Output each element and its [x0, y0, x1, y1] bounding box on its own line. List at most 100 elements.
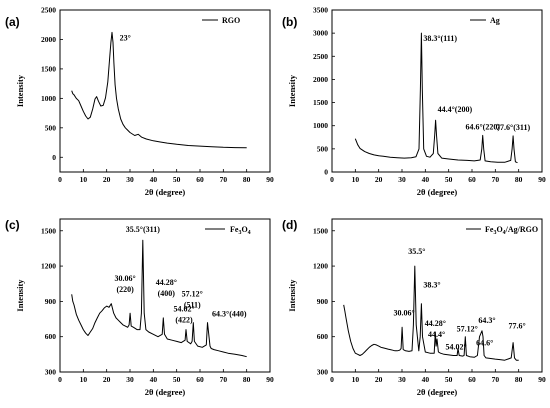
panel-b: (b) 0 10 20 30 40 50 60 70 80 90 0 500 1000 1500 2000 25…: [282, 6, 546, 198]
x-tick-label: 10: [352, 375, 360, 384]
series-line-fe3o4: [71, 239, 247, 358]
x-tick-label: 80: [515, 375, 523, 384]
y-tick-label: 3000: [313, 29, 328, 38]
panel-a: (a) 0 10 20 30 40 50 60 70 80 90 0 500 1000 1500 2000 25…: [5, 6, 274, 198]
x-tick-label: 0: [330, 375, 334, 384]
peak-annotation: 54.02°: [173, 305, 194, 314]
y-tick-label: 500: [317, 144, 329, 153]
peak-annotation: 44.28°: [425, 319, 446, 328]
plot-frame: [59, 9, 271, 173]
x-tick-label: 70: [220, 375, 228, 384]
y-tick-label: 1200: [313, 262, 328, 271]
legend-label: Ag: [490, 16, 500, 25]
x-axis-label: 2θ (degree): [417, 387, 458, 397]
peak-annotation: 44.4°(200): [438, 105, 473, 114]
x-tick-label: 0: [58, 375, 62, 384]
peak-annotation: 64.3°: [478, 316, 495, 325]
x-tick-label: 60: [196, 375, 204, 384]
x-tick-label: 20: [103, 375, 111, 384]
peak-annotation: 35.5°: [408, 247, 425, 256]
peak-annotation: 77.6°: [508, 322, 525, 331]
y-tick-label: 1500: [313, 98, 328, 107]
y-tick-label: 1000: [313, 121, 328, 130]
peak-annotation: 54.02°: [445, 342, 466, 351]
panel-letter: (c): [5, 218, 20, 232]
legend-label: Fe3O4: [230, 225, 251, 236]
x-tick-label: 40: [422, 175, 430, 184]
y-tick-label: 0: [324, 168, 328, 177]
y-tick-label: 2000: [41, 35, 56, 44]
x-tick-label: 30: [126, 175, 134, 184]
y-tick-label: 900: [45, 297, 57, 306]
x-axis-label: 2θ (degree): [145, 387, 186, 397]
peak-annotation: 23°: [120, 33, 131, 42]
legend-label: Fe3O4/Ag/RGO: [485, 225, 538, 236]
y-tick-label: 1500: [41, 64, 56, 73]
series-line-ag: [354, 32, 518, 164]
panel-letter: (a): [5, 15, 20, 29]
peak-annotation: 30.06°: [394, 308, 415, 317]
x-tick-label: 90: [266, 375, 274, 384]
x-tick-label: 10: [352, 175, 360, 184]
panel-c: (c) 0 10 20 30 40 50 60 70 80 90 300 600 900 1200 1500 2…: [5, 218, 274, 397]
peak-annotation: (422): [175, 316, 193, 325]
x-tick-label: 90: [538, 375, 546, 384]
peak-annotation: 57.12°: [457, 325, 478, 334]
x-tick-label: 0: [330, 175, 334, 184]
x-axis-label: 2θ (degree): [417, 187, 458, 197]
y-axis-label: Intensity: [15, 279, 25, 312]
peak-annotation: (511): [184, 301, 201, 310]
x-axis-label: 2θ (degree): [145, 187, 186, 197]
plot-frame: [331, 218, 543, 373]
x-tick-label: 0: [58, 175, 62, 184]
y-tick-label: 3500: [313, 6, 328, 15]
y-tick-label: 600: [45, 332, 57, 341]
peak-annotation: 64.6°: [476, 339, 493, 348]
x-tick-label: 90: [266, 175, 274, 184]
y-tick-label: 500: [45, 123, 57, 132]
x-tick-label: 20: [103, 175, 111, 184]
y-axis-label: Intensity: [15, 74, 25, 107]
peak-annotation: 77.6°(311): [496, 123, 530, 132]
y-tick-label: 900: [317, 297, 329, 306]
x-tick-label: 10: [80, 175, 88, 184]
peak-annotation: 38.3°(111): [423, 34, 457, 43]
y-tick-label: 1500: [41, 226, 56, 235]
y-tick-label: 1000: [41, 94, 56, 103]
x-tick-label: 50: [445, 175, 453, 184]
x-tick-label: 60: [468, 175, 476, 184]
y-tick-label: 2500: [313, 52, 328, 61]
x-tick-label: 70: [492, 375, 500, 384]
x-tick-label: 70: [220, 175, 228, 184]
peak-annotation: 57.12°: [182, 290, 203, 299]
y-axis-label: Intensity: [287, 74, 297, 107]
peak-annotation: 35.5°(311): [126, 225, 160, 234]
peak-annotation: 64.6°(220): [465, 122, 500, 131]
peak-annotation: (220): [116, 285, 134, 294]
x-tick-label: 70: [492, 175, 500, 184]
peak-annotation: 44.4°: [428, 330, 445, 339]
peak-annotation: 30.06°: [115, 274, 136, 283]
series-line-fe3o4-ag-rgo: [343, 265, 519, 361]
plot-frame: [59, 218, 271, 373]
y-tick-label: 1200: [41, 262, 56, 271]
y-tick-label: 0: [52, 153, 56, 162]
peak-annotation: (400): [158, 289, 176, 298]
x-tick-label: 20: [375, 375, 383, 384]
y-tick-label: 1500: [313, 226, 328, 235]
peak-annotation: 44.28°: [156, 278, 177, 287]
y-tick-label: 600: [317, 332, 329, 341]
x-tick-label: 60: [196, 175, 204, 184]
y-tick-label: 300: [317, 368, 329, 377]
legend-label: RGO: [222, 16, 240, 25]
x-tick-label: 20: [375, 175, 383, 184]
plot-frame: [331, 9, 543, 173]
x-tick-label: 50: [173, 175, 181, 184]
x-tick-label: 10: [80, 375, 88, 384]
y-tick-label: 300: [45, 368, 57, 377]
x-tick-label: 30: [398, 175, 406, 184]
x-tick-label: 80: [515, 175, 523, 184]
panel-letter: (b): [282, 15, 297, 29]
x-tick-label: 80: [243, 175, 251, 184]
